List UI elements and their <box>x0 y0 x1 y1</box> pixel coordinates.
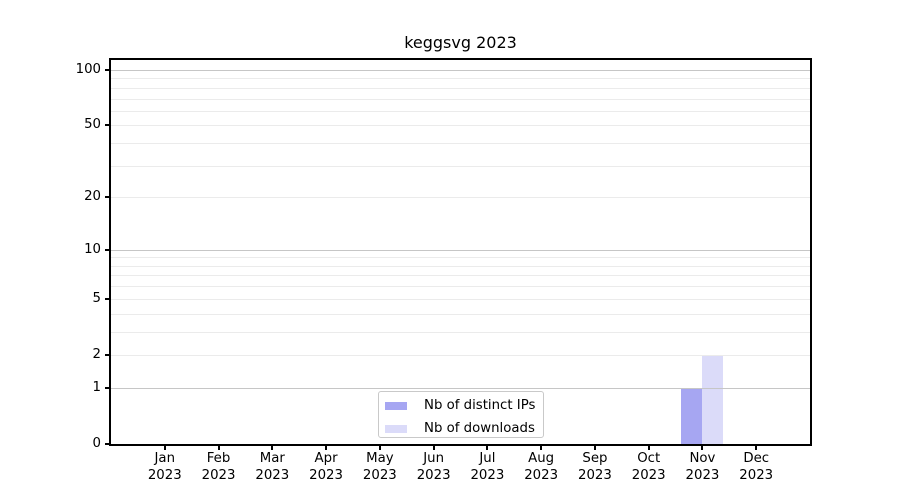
x-tick-label: Jul 2023 <box>470 451 505 483</box>
x-tick-label: Sep 2023 <box>578 451 612 483</box>
x-tick-label: May 2023 <box>362 451 397 483</box>
y-tick-label: 2 <box>92 346 101 362</box>
x-tick-mark <box>647 444 650 450</box>
x-tick-mark <box>755 444 758 450</box>
major-gridline <box>111 387 810 389</box>
legend-label: Nb of downloads <box>424 421 535 436</box>
minor-gridline <box>111 143 810 145</box>
y-tick-mark <box>105 353 111 356</box>
x-tick-label: Mar 2023 <box>255 451 290 483</box>
x-tick-label: Aug 2023 <box>524 451 559 483</box>
minor-gridline <box>111 354 810 356</box>
y-tick-mark <box>105 386 111 389</box>
x-tick-mark <box>432 444 435 450</box>
y-tick-label: 1 <box>92 379 101 395</box>
x-tick-mark <box>378 444 381 450</box>
minor-gridline <box>111 98 810 100</box>
y-tick-mark <box>105 248 111 251</box>
minor-gridline <box>111 331 810 333</box>
legend: Nb of distinct IPs Nb of downloads <box>378 391 544 438</box>
y-tick-label: 0 <box>92 436 101 451</box>
x-tick-label: Jan 2023 <box>147 451 182 483</box>
y-tick-label: 10 <box>84 241 101 257</box>
legend-item: Nb of downloads <box>385 421 535 437</box>
x-tick-label: Jun 2023 <box>416 451 451 483</box>
x-tick-mark <box>325 444 328 450</box>
minor-gridline <box>111 257 810 259</box>
x-tick-mark <box>163 444 166 450</box>
y-tick-label: 100 <box>75 62 101 77</box>
major-gridline <box>111 70 810 71</box>
x-tick-label: Feb 2023 <box>201 451 236 483</box>
minor-gridline <box>111 87 810 89</box>
x-tick-mark <box>217 444 220 450</box>
minor-gridline <box>111 110 810 112</box>
x-tick-mark <box>701 444 704 450</box>
y-tick-label: 20 <box>84 189 101 205</box>
y-tick-mark <box>105 443 111 445</box>
legend-label: Nb of distinct IPs <box>424 398 536 413</box>
legend-items: Nb of distinct IPs Nb of downloads <box>385 398 535 437</box>
minor-gridline <box>111 125 810 127</box>
minor-gridline <box>111 298 810 300</box>
y-tick-label: 5 <box>92 290 101 306</box>
minor-gridline <box>111 275 810 277</box>
legend-swatch <box>385 402 407 410</box>
bar-downloads <box>702 354 724 444</box>
minor-gridline <box>111 265 810 267</box>
y-tick-mark <box>105 69 111 71</box>
minor-gridline <box>111 78 810 80</box>
y-tick-mark <box>105 196 111 199</box>
x-tick-mark <box>271 444 274 450</box>
minor-gridline <box>111 286 810 288</box>
minor-gridline <box>111 165 810 167</box>
bar-distinct-ips <box>681 387 703 444</box>
x-tick-label: Dec 2023 <box>739 451 774 483</box>
x-tick-label: Oct 2023 <box>631 451 666 483</box>
minor-gridline <box>111 197 810 199</box>
x-tick-label: Apr 2023 <box>309 451 343 483</box>
y-tick-mark <box>105 297 111 300</box>
legend-swatch <box>385 425 407 433</box>
legend-item: Nb of distinct IPs <box>385 398 535 414</box>
x-tick-label: Nov 2023 <box>685 451 720 483</box>
major-gridline <box>111 249 810 251</box>
y-tick-mark <box>105 124 111 127</box>
minor-gridline <box>111 313 810 315</box>
y-tick-label: 50 <box>84 117 101 133</box>
x-tick-mark <box>593 444 596 450</box>
chart-title: keggsvg 2023 <box>404 33 517 52</box>
x-tick-mark <box>486 444 489 450</box>
plot-area <box>111 60 810 444</box>
x-tick-mark <box>540 444 543 450</box>
